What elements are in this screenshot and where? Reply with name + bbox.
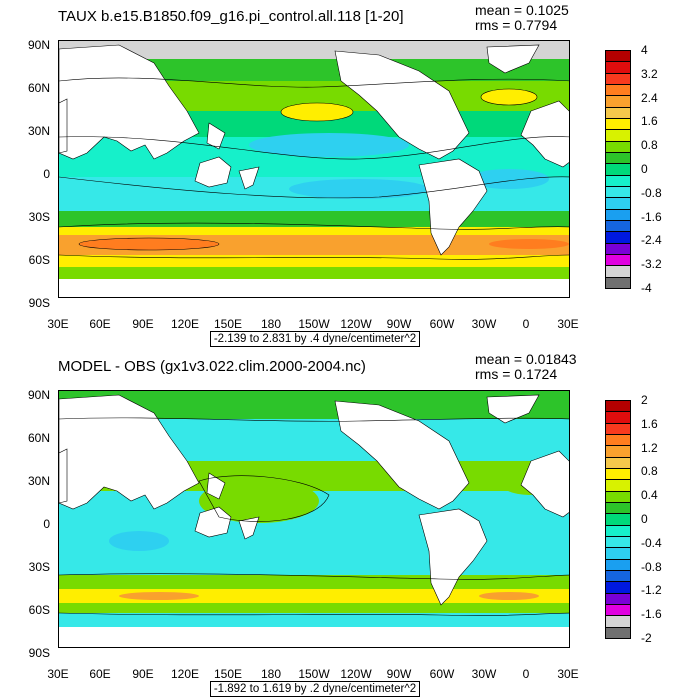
lon-label-30w: 30W	[471, 317, 497, 331]
colorbar-label: -0.8	[641, 185, 662, 200]
colorbar-label: 4	[641, 43, 648, 57]
lat-label-30s: 30S	[28, 210, 50, 224]
colorbar-label: 0.8	[641, 464, 658, 479]
taux-contour-map	[58, 40, 570, 298]
colorbar-label: -2.4	[641, 233, 662, 248]
colorbar-label: -3.2	[641, 257, 662, 272]
colorbar-label: 1.6	[641, 416, 658, 431]
panel-title: TAUX b.e15.B1850.f09_g16.pi_control.all.…	[58, 8, 404, 25]
colorbar-label: -0.8	[641, 559, 662, 574]
colorbar: 4 3.2 2.4 1.6 0.8 0 -0.8 -1.6 -2.4 -3.2 -4	[605, 43, 662, 295]
contour-range-label: -2.139 to 2.831 by .4 dyne/centimeter^2	[210, 331, 420, 347]
colorbar-label: 0.4	[641, 488, 658, 503]
colorbar-label: -1.6	[641, 209, 662, 224]
lat-label-90s: 90S	[28, 296, 50, 310]
lon-label-0: 0	[522, 667, 530, 681]
lat-label-30n: 30N	[27, 474, 50, 488]
model-minus-obs-panel: MODEL - OBS (gx1v3.022.clim.2000-2004.nc…	[0, 350, 700, 700]
colorbar-label: -1.2	[641, 583, 662, 598]
lon-label-90e: 90E	[132, 317, 154, 331]
panel-title: MODEL - OBS (gx1v3.022.clim.2000-2004.nc…	[58, 358, 366, 375]
colorbar-label: 3.2	[641, 66, 658, 81]
colorbar: 2 1.6 1.2 0.8 0.4 0 -0.4 -0.8 -1.2 -1.6 -2	[605, 393, 662, 645]
taux-panel: TAUX b.e15.B1850.f09_g16.pi_control.all.…	[27, 2, 662, 347]
lat-label-30s: 30S	[28, 560, 50, 574]
colorbar-label: 0	[641, 512, 648, 526]
lon-label-0: 0	[522, 317, 530, 331]
lon-label-30e-end: 30E	[557, 667, 579, 681]
lat-label-90s: 90S	[28, 646, 50, 660]
colorbar-label: -4	[641, 281, 652, 295]
colorbar-swatch	[605, 276, 631, 289]
lon-label-120w: 120W	[340, 317, 372, 331]
colorbar-label: -1.6	[641, 607, 662, 622]
rms-stat: rms = 0.1724	[475, 366, 558, 382]
lon-label-30e: 30E	[47, 667, 69, 681]
lon-label-150e: 150E	[213, 667, 243, 681]
lon-label-90e: 90E	[132, 667, 154, 681]
lat-label-30n: 30N	[27, 124, 50, 138]
lon-label-150e: 150E	[213, 317, 243, 331]
colorbar-swatch	[605, 626, 631, 639]
lon-label-60w: 60W	[429, 667, 455, 681]
lon-label-30w: 30W	[471, 667, 497, 681]
lat-label-90n: 90N	[27, 38, 50, 52]
colorbar-label: 2	[641, 393, 648, 407]
lon-label-90w: 90W	[386, 667, 412, 681]
lon-label-120w: 120W	[340, 667, 372, 681]
lon-label-180: 180	[260, 317, 282, 331]
colorbar-label: 1.2	[641, 440, 658, 455]
mean-stat: mean = 0.1025	[475, 2, 569, 18]
lon-label-60e: 60E	[89, 667, 111, 681]
lat-label-60s: 60S	[28, 253, 50, 267]
lon-label-120e: 120E	[170, 317, 200, 331]
lat-label-60s: 60S	[28, 603, 50, 617]
lat-label-0: 0	[43, 517, 50, 531]
lon-label-60e: 60E	[89, 317, 111, 331]
lat-label-90n: 90N	[27, 388, 50, 402]
difference-contour-map	[58, 390, 570, 648]
colorbar-label: 1.6	[641, 114, 658, 129]
rms-stat: rms = 0.7794	[475, 17, 558, 33]
lon-label-120e: 120E	[170, 667, 200, 681]
lon-label-60w: 60W	[429, 317, 455, 331]
mean-stat: mean = 0.01843	[475, 351, 577, 367]
colorbar-label: -2	[641, 631, 652, 645]
lat-label-60n: 60N	[27, 81, 50, 95]
colorbar-label: 2.4	[641, 90, 658, 105]
lon-label-180: 180	[260, 667, 282, 681]
colorbar-label: 0	[641, 162, 648, 176]
lon-label-150w: 150W	[298, 667, 330, 681]
colorbar-label: 0.8	[641, 138, 658, 153]
lon-label-90w: 90W	[386, 317, 412, 331]
lat-label-0: 0	[43, 167, 50, 181]
lat-label-60n: 60N	[27, 431, 50, 445]
lon-label-30e: 30E	[47, 317, 69, 331]
contour-range-label: -1.892 to 1.619 by .2 dyne/centimeter^2	[210, 681, 420, 697]
lon-label-30e-end: 30E	[557, 317, 579, 331]
lon-label-150w: 150W	[298, 317, 330, 331]
colorbar-label: -0.4	[641, 535, 662, 550]
